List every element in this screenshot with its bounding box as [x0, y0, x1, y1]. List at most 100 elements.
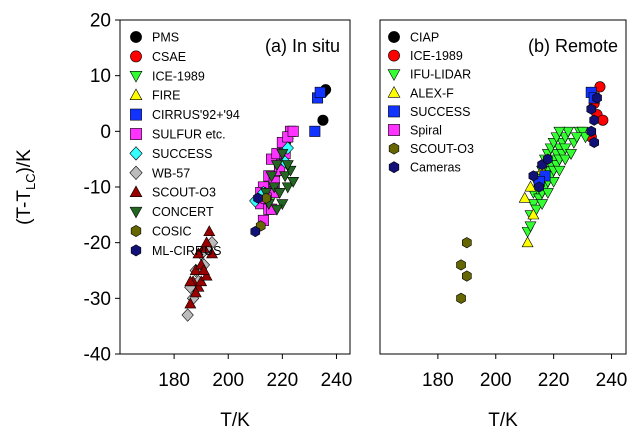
data-point [527, 199, 540, 211]
data-point [565, 149, 577, 160]
x-axis-label: T/K [488, 410, 518, 431]
legend-label: ICE-1989 [410, 49, 463, 63]
series-ifu-lidar [521, 126, 592, 238]
legend-marker [388, 161, 400, 174]
data-point [456, 259, 466, 271]
legend-marker [387, 69, 401, 81]
legend-marker [388, 105, 400, 118]
y-tick-label: 20 [90, 11, 111, 32]
y-tick-label: -20 [84, 233, 111, 254]
data-point [541, 188, 554, 199]
y-axis-label: (T-TLC)/K [14, 149, 38, 225]
plot-frame [379, 19, 627, 355]
legend-label: ICE-1989 [152, 69, 205, 83]
data-point [268, 182, 281, 194]
data-point [589, 136, 599, 149]
x-tick-label: 180 [422, 370, 454, 391]
data-point [253, 192, 263, 204]
legend-label: Spiral [410, 124, 442, 138]
data-point [527, 208, 540, 220]
data-point [203, 225, 216, 236]
data-point [287, 125, 299, 137]
legend-label: WB-57 [152, 166, 190, 180]
legend-marker [388, 124, 400, 136]
legend: CIAP ICE-1989 IFU-LIDAR ALEX-F SUCCESS Spiral… [387, 31, 474, 175]
data-point [559, 154, 572, 166]
data-point [534, 181, 544, 193]
series-cirrus-92-94 [309, 86, 326, 137]
legend-label: FIRE [152, 89, 180, 103]
x-tick-label: 240 [321, 370, 353, 391]
data-point [539, 170, 551, 182]
data-point [184, 297, 197, 309]
data-point [309, 125, 321, 137]
data-point [261, 192, 271, 204]
data-point [200, 236, 213, 248]
data-point [317, 114, 329, 126]
data-point [281, 160, 294, 172]
x-axis-label: T/K [220, 410, 250, 431]
data-point [181, 308, 194, 322]
legend-label: CIAP [410, 31, 439, 45]
legend: PMS CSAE ICE-1989 FIRE CIRRUS'92+'94 SULFUR e… [129, 31, 240, 258]
data-point [576, 126, 589, 138]
y-axis-label-main: (T-T [14, 190, 35, 225]
data-point [250, 225, 261, 238]
data-point [273, 188, 286, 199]
y-axis-label-end: )/K [14, 149, 35, 174]
x-tick-label: 200 [212, 370, 244, 391]
data-point [189, 286, 202, 298]
legend-label: CONCERT [152, 205, 214, 219]
data-point [524, 221, 537, 233]
data-point [195, 275, 208, 287]
data-point [579, 132, 592, 144]
legend-marker [130, 225, 142, 237]
series-cameras [528, 92, 602, 193]
data-point [192, 247, 205, 259]
series-ml-cirrus [250, 192, 263, 238]
legend-marker [388, 142, 400, 155]
data-point [553, 126, 566, 138]
data-point [559, 143, 572, 155]
legend-marker [130, 128, 142, 140]
y-tick-label: -10 [84, 178, 111, 199]
data-point [200, 269, 213, 281]
data-point [279, 171, 292, 183]
panel-a-in-situ: 180 200 220 240 -40 -30 -20 -10 0 10 20 T/K (T-TLC)/… [14, 11, 352, 432]
data-point [276, 199, 289, 211]
x-tick-label: 180 [158, 370, 190, 391]
data-point [206, 247, 218, 259]
legend-label: CSAE [152, 50, 186, 64]
legend-label: IFU-LIDAR [410, 68, 471, 82]
legend-label: ALEX-F [410, 86, 454, 100]
data-point [197, 264, 210, 275]
legend-marker [388, 31, 400, 43]
data-point [597, 114, 609, 126]
data-point [524, 180, 537, 192]
legend-marker [129, 206, 143, 219]
legend-label: Cameras [410, 161, 461, 175]
data-point [189, 264, 202, 275]
data-point [562, 126, 575, 138]
data-point [518, 191, 531, 203]
legend-label: CIRRUS'92+'94 [152, 108, 240, 122]
x-tick-label: 200 [480, 370, 512, 391]
legend-marker [130, 108, 142, 121]
data-point [276, 149, 289, 160]
data-point [265, 171, 278, 183]
x-tick-label: 220 [267, 370, 299, 391]
panel-b-remote: 180 200 220 240 T/K (b) Remote CIAP ICE-1989 IFU… [379, 19, 627, 431]
legend-marker [130, 31, 142, 43]
legend-marker [129, 146, 143, 161]
data-point [314, 86, 326, 98]
legend-marker [388, 49, 400, 62]
data-point [553, 165, 566, 177]
series-scout-o3 [456, 237, 472, 304]
data-point [594, 81, 606, 93]
panel-label: (b) Remote [528, 36, 618, 56]
legend-label: SCOUT-O3 [152, 186, 216, 200]
data-point [287, 176, 300, 188]
data-point [547, 176, 560, 188]
y-tick-label: 10 [90, 66, 111, 87]
